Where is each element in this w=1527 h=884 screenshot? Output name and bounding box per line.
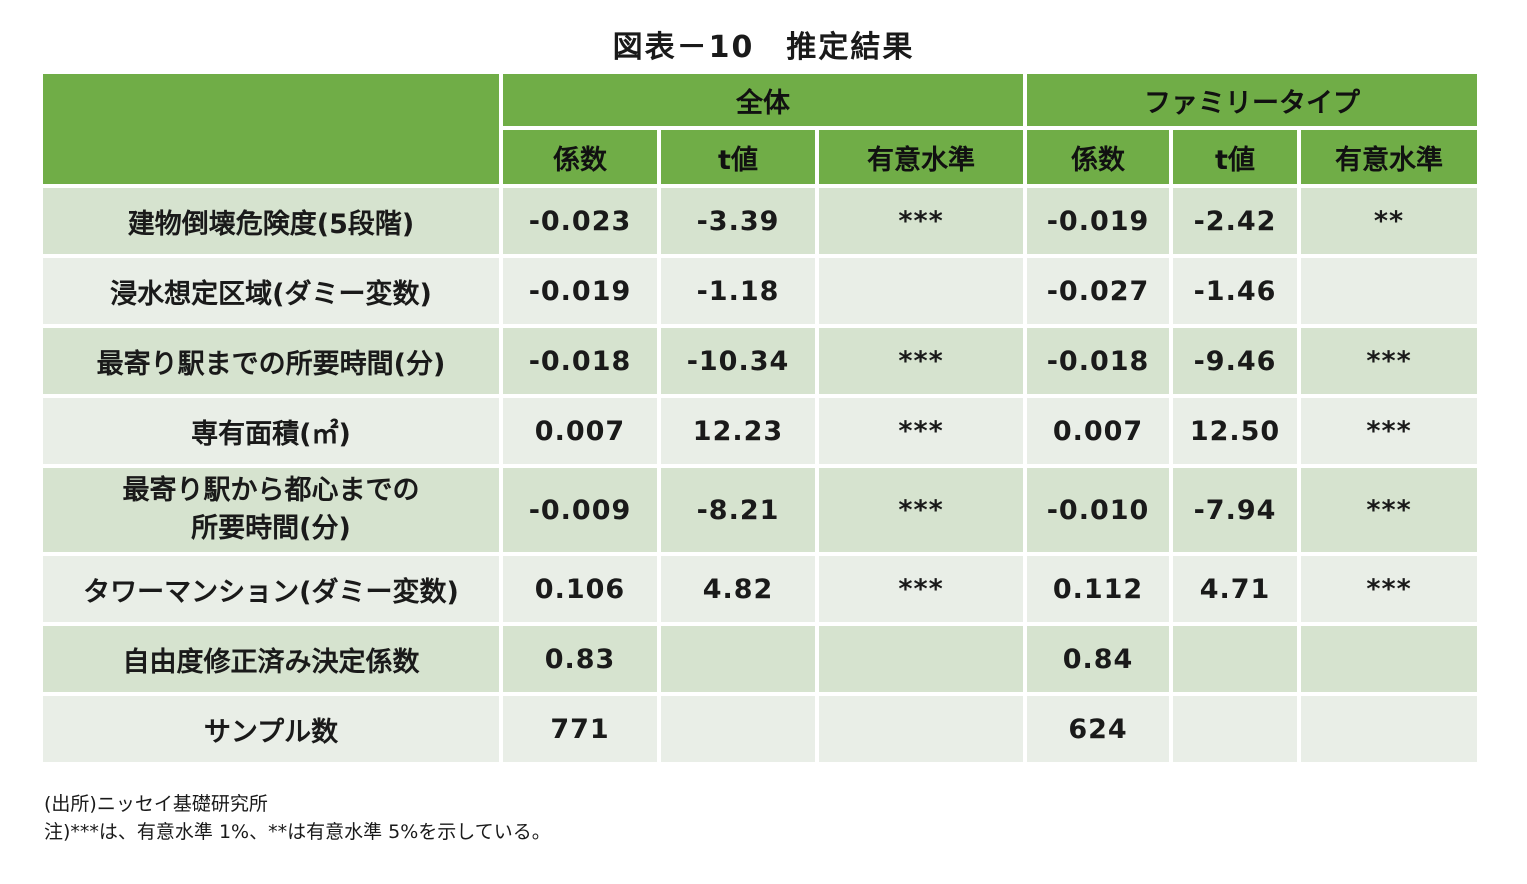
fam-sig-cell [1301, 258, 1478, 324]
table-row: 建物倒壊危険度(5段階) -0.023 -3.39 *** -0.019 -2.… [43, 188, 1478, 254]
all-t-cell: -10.34 [661, 328, 815, 394]
fam-coef-cell: 624 [1027, 696, 1170, 762]
all-coef-cell: -0.019 [503, 258, 657, 324]
fam-t-cell: -1.46 [1173, 258, 1298, 324]
all-sig-cell: *** [819, 328, 1024, 394]
fam-t-cell: -9.46 [1173, 328, 1298, 394]
fam-t-cell: -2.42 [1173, 188, 1298, 254]
all-sig-cell: *** [819, 468, 1024, 552]
all-t-cell [661, 626, 815, 692]
all-t-cell: -1.18 [661, 258, 815, 324]
header-group-family: ファミリータイプ [1027, 74, 1478, 126]
header-group-all: 全体 [503, 74, 1024, 126]
fam-coef-cell: 0.007 [1027, 398, 1170, 464]
row-label-line1: 最寄り駅から都心までの [122, 475, 420, 506]
all-sig-cell [819, 696, 1024, 762]
row-label: サンプル数 [43, 696, 499, 762]
fam-sig-cell: *** [1301, 328, 1478, 394]
header-all-sig: 有意水準 [819, 130, 1024, 184]
fam-sig-cell [1301, 626, 1478, 692]
header-fam-coef: 係数 [1027, 130, 1170, 184]
table-row: 自由度修正済み決定係数 0.83 0.84 [43, 626, 1478, 692]
all-t-cell: -3.39 [661, 188, 815, 254]
row-label: 浸水想定区域(ダミー変数) [43, 258, 499, 324]
header-fam-t: t値 [1173, 130, 1298, 184]
table-row: 浸水想定区域(ダミー変数) -0.019 -1.18 -0.027 -1.46 [43, 258, 1478, 324]
all-coef-cell: -0.023 [503, 188, 657, 254]
fam-t-cell [1173, 626, 1298, 692]
all-t-cell: 12.23 [661, 398, 815, 464]
all-t-cell: 4.82 [661, 556, 815, 622]
all-sig-cell [819, 626, 1024, 692]
row-label: 自由度修正済み決定係数 [43, 626, 499, 692]
header-all-coef: 係数 [503, 130, 657, 184]
table-row: 専有面積(㎡) 0.007 12.23 *** 0.007 12.50 *** [43, 398, 1478, 464]
table-row: 最寄り駅から都心までの 所要時間(分) -0.009 -8.21 *** -0.… [43, 468, 1478, 552]
fam-coef-cell: 0.84 [1027, 626, 1170, 692]
all-coef-cell: 0.106 [503, 556, 657, 622]
results-table: 全体 ファミリータイプ 係数 t値 有意水準 係数 t値 有意水準 建物倒壊危険… [39, 70, 1481, 766]
fam-t-cell: 12.50 [1173, 398, 1298, 464]
all-t-cell [661, 696, 815, 762]
all-coef-cell: -0.018 [503, 328, 657, 394]
fam-coef-cell: -0.010 [1027, 468, 1170, 552]
all-coef-cell: -0.009 [503, 468, 657, 552]
fam-t-cell [1173, 696, 1298, 762]
notes: (出所)ニッセイ基礎研究所 注)***は、有意水準 1%、**は有意水準 5%を… [44, 790, 551, 846]
row-label: 建物倒壊危険度(5段階) [43, 188, 499, 254]
fam-sig-cell: ** [1301, 188, 1478, 254]
row-label: 最寄り駅までの所要時間(分) [43, 328, 499, 394]
header-corner [43, 74, 499, 184]
header-fam-sig: 有意水準 [1301, 130, 1478, 184]
source-note: (出所)ニッセイ基礎研究所 [44, 793, 268, 815]
all-coef-cell: 0.007 [503, 398, 657, 464]
footnote: 注)***は、有意水準 1%、**は有意水準 5%を示している。 [44, 821, 551, 843]
all-sig-cell: *** [819, 188, 1024, 254]
all-coef-cell: 771 [503, 696, 657, 762]
header-row-columns: 係数 t値 有意水準 係数 t値 有意水準 [43, 130, 1478, 184]
fam-sig-cell: *** [1301, 468, 1478, 552]
all-sig-cell [819, 258, 1024, 324]
table-row: サンプル数 771 624 [43, 696, 1478, 762]
table-row: 最寄り駅までの所要時間(分) -0.018 -10.34 *** -0.018 … [43, 328, 1478, 394]
header-row-groups: 全体 ファミリータイプ [43, 74, 1478, 184]
table-row: タワーマンション(ダミー変数) 0.106 4.82 *** 0.112 4.7… [43, 556, 1478, 622]
fam-coef-cell: 0.112 [1027, 556, 1170, 622]
fam-sig-cell: *** [1301, 398, 1478, 464]
fam-coef-cell: -0.019 [1027, 188, 1170, 254]
fam-coef-cell: -0.027 [1027, 258, 1170, 324]
all-t-cell: -8.21 [661, 468, 815, 552]
row-label: タワーマンション(ダミー変数) [43, 556, 499, 622]
figure-title: 図表－10 推定結果 [612, 30, 915, 65]
row-label-line2: 所要時間(分) [191, 513, 351, 544]
row-label: 最寄り駅から都心までの 所要時間(分) [43, 468, 499, 552]
all-sig-cell: *** [819, 398, 1024, 464]
all-coef-cell: 0.83 [503, 626, 657, 692]
fam-t-cell: 4.71 [1173, 556, 1298, 622]
row-label: 専有面積(㎡) [43, 398, 499, 464]
header-all-t: t値 [661, 130, 815, 184]
fam-t-cell: -7.94 [1173, 468, 1298, 552]
fam-sig-cell: *** [1301, 556, 1478, 622]
fam-sig-cell [1301, 696, 1478, 762]
all-sig-cell: *** [819, 556, 1024, 622]
fam-coef-cell: -0.018 [1027, 328, 1170, 394]
